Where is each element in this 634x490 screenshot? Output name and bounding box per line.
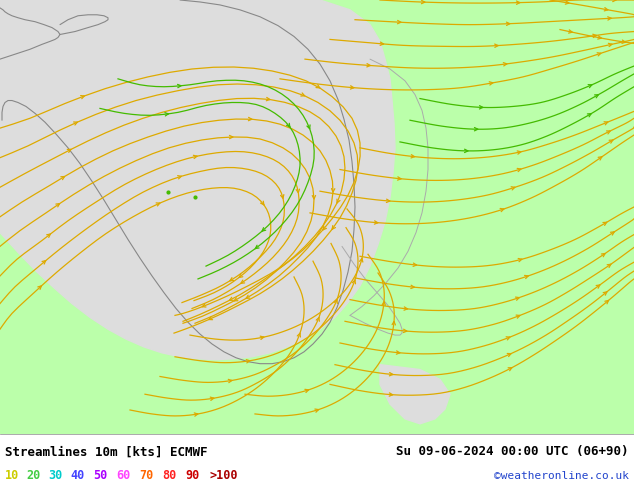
Text: 60: 60 <box>116 469 130 483</box>
Text: 40: 40 <box>70 469 84 483</box>
Text: 50: 50 <box>93 469 107 483</box>
Polygon shape <box>212 120 238 148</box>
Text: 10: 10 <box>5 469 19 483</box>
Text: 90: 90 <box>185 469 199 483</box>
Text: Su 09-06-2024 00:00 UTC (06+90): Su 09-06-2024 00:00 UTC (06+90) <box>396 445 629 458</box>
Text: 30: 30 <box>48 469 62 483</box>
Polygon shape <box>0 0 395 360</box>
Text: 80: 80 <box>162 469 176 483</box>
Text: ©weatheronline.co.uk: ©weatheronline.co.uk <box>494 471 629 481</box>
Polygon shape <box>380 365 450 424</box>
Polygon shape <box>235 91 260 118</box>
Polygon shape <box>260 57 290 91</box>
Text: 20: 20 <box>26 469 40 483</box>
Text: >100: >100 <box>210 469 238 483</box>
Text: Streamlines 10m [kts] ECMWF: Streamlines 10m [kts] ECMWF <box>5 445 207 458</box>
Text: 70: 70 <box>139 469 153 483</box>
